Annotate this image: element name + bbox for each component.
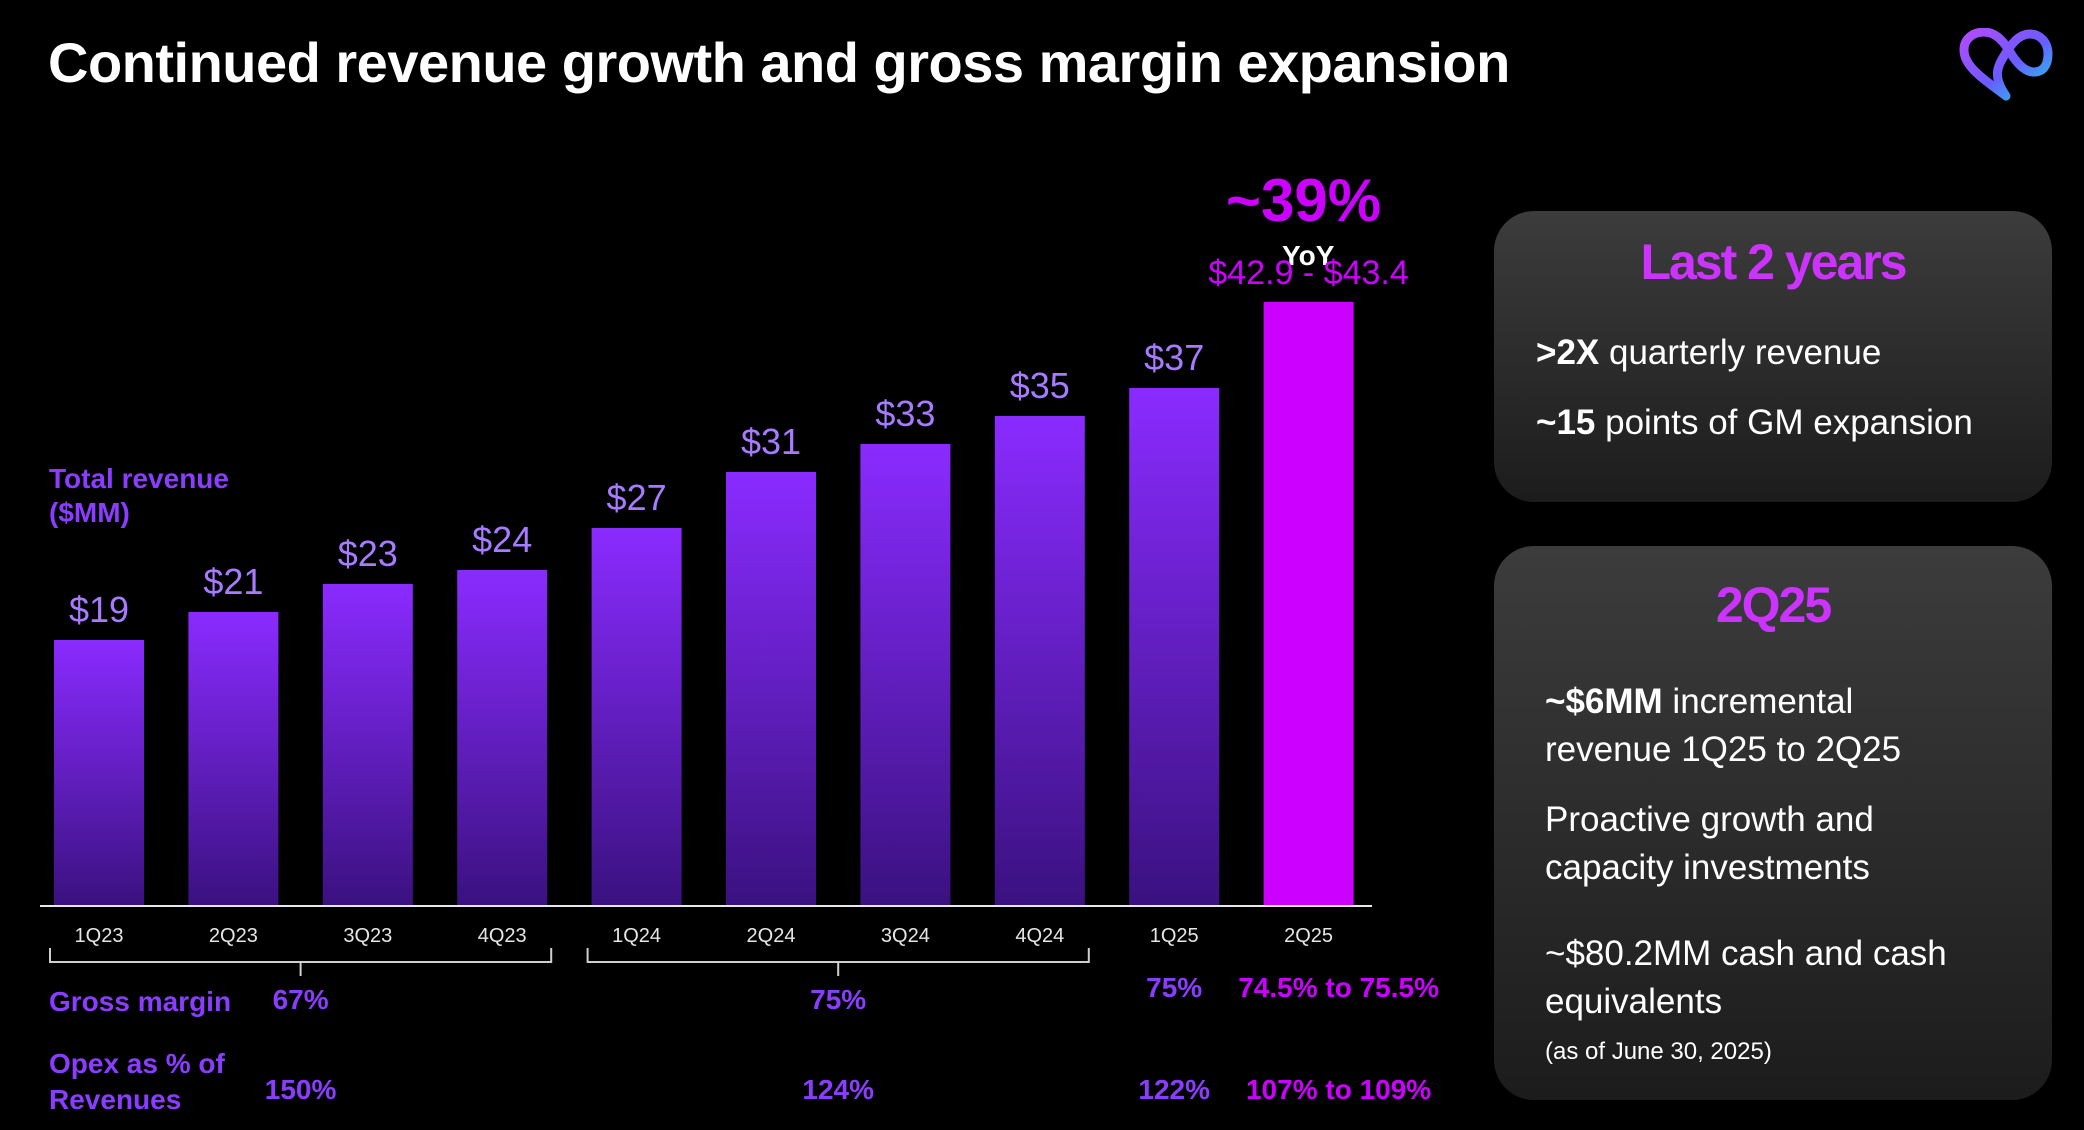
tick-label-2Q25: 2Q25 <box>1284 925 1333 947</box>
card-line-bold: ~$6MM <box>1545 682 1663 721</box>
yoy-growth-label: YoY <box>1282 240 1335 271</box>
bar-1Q24 <box>591 528 682 906</box>
card-line-investments: Proactive growth and capacity investments <box>1545 796 1874 892</box>
value-label-4Q23: $24 <box>472 519 532 560</box>
y-axis-label-text: Total revenue ($MM) <box>49 463 229 528</box>
value-label-3Q24: $33 <box>875 393 935 434</box>
card-line-text: Proactive growth and <box>1545 800 1874 839</box>
card-line-bold: ~15 <box>1536 403 1596 442</box>
metric-1-value-3: 107% to 109% <box>1245 1074 1432 1105</box>
value-label-3Q23: $23 <box>338 533 398 574</box>
value-label-2Q23: $21 <box>203 561 263 602</box>
yoy-growth-value: ~39% <box>1226 167 1382 234</box>
metric-1-value-0: 150% <box>264 1074 337 1105</box>
card-line-text: ~$80.2MM cash and cash <box>1545 934 1947 973</box>
2q25-card: 2Q25 ~$6MM incremental revenue 1Q25 to 2Q… <box>1494 546 2052 1100</box>
value-label-2Q25: $42.9 - $43.4 <box>1208 254 1408 292</box>
card-line-text: revenue 1Q25 to 2Q25 <box>1545 730 1902 769</box>
value-label-2Q24: $31 <box>741 421 801 462</box>
bar-4Q23 <box>457 570 548 906</box>
card-line-revenue: >2X quarterly revenue <box>1536 329 1881 377</box>
card-line-text: points of GM expansion <box>1595 403 1973 442</box>
bar-3Q23 <box>322 584 413 906</box>
tick-label-3Q24: 3Q24 <box>881 925 930 947</box>
card-note: (as of June 30, 2025) <box>1545 1038 1772 1065</box>
page-title: Continued revenue growth and gross margi… <box>48 31 1510 94</box>
span-bracket-0-3 <box>49 948 553 976</box>
infinity-heart-logo-icon <box>1959 28 2053 101</box>
tick-label-4Q23: 4Q23 <box>478 925 527 947</box>
bar-4Q24 <box>994 416 1085 906</box>
tick-label-4Q24: 4Q24 <box>1015 925 1064 947</box>
card-line-text: equivalents <box>1545 982 1723 1021</box>
card-line-gm: ~15 points of GM expansion <box>1536 399 1973 447</box>
card-line-text: capacity investments <box>1545 848 1870 887</box>
metric-0-value-0: 67% <box>272 984 329 1015</box>
opex-label: Opex as % of Revenues <box>49 1048 225 1115</box>
card-line-text: quarterly revenue <box>1599 333 1882 372</box>
tick-label-2Q24: 2Q24 <box>747 925 796 947</box>
value-label-4Q24: $35 <box>1010 365 1070 406</box>
card-line-text: incremental <box>1662 682 1854 721</box>
card-line-bold: >2X <box>1536 333 1600 372</box>
bar-1Q23 <box>54 640 144 906</box>
tick-label-3Q23: 3Q23 <box>343 925 392 947</box>
card-line-cash: ~$80.2MM cash and cash equivalents <box>1545 930 1947 1026</box>
tick-label-1Q23: 1Q23 <box>75 925 124 947</box>
value-label-1Q24: $27 <box>607 477 667 518</box>
metric-1-value-2: 122% <box>1138 1074 1210 1105</box>
card-title: Last 2 years <box>1640 234 1907 290</box>
span-bracket-4-7 <box>586 948 1090 976</box>
metric-0-value-3: 74.5% to 75.5% <box>1238 972 1439 1003</box>
gross-margin-label: Gross margin <box>49 986 232 1017</box>
metric-0-value-2: 75% <box>1146 972 1203 1003</box>
y-axis-label: Total revenue ($MM) <box>49 462 229 530</box>
bar-2Q23 <box>188 612 279 906</box>
bar-3Q24 <box>860 444 951 906</box>
bar-2Q24 <box>726 472 816 906</box>
tick-label-1Q25: 1Q25 <box>1150 925 1199 947</box>
bar-1Q25 <box>1129 388 1220 906</box>
metric-1-value-1: 124% <box>802 1074 874 1105</box>
value-label-1Q25: $37 <box>1144 337 1204 378</box>
metric-0-value-1: 75% <box>810 984 867 1015</box>
card-title: 2Q25 <box>1715 577 1832 633</box>
tick-label-1Q24: 1Q24 <box>612 925 661 947</box>
tick-label-2Q23: 2Q23 <box>209 925 258 947</box>
card-line-incremental: ~$6MM incremental revenue 1Q25 to 2Q25 <box>1545 678 1901 774</box>
value-label-1Q23: $19 <box>69 589 129 630</box>
last-2-years-card: Last 2 years >2X quarterly revenue ~15 p… <box>1494 211 2052 502</box>
bar-2Q25 <box>1263 301 1354 906</box>
